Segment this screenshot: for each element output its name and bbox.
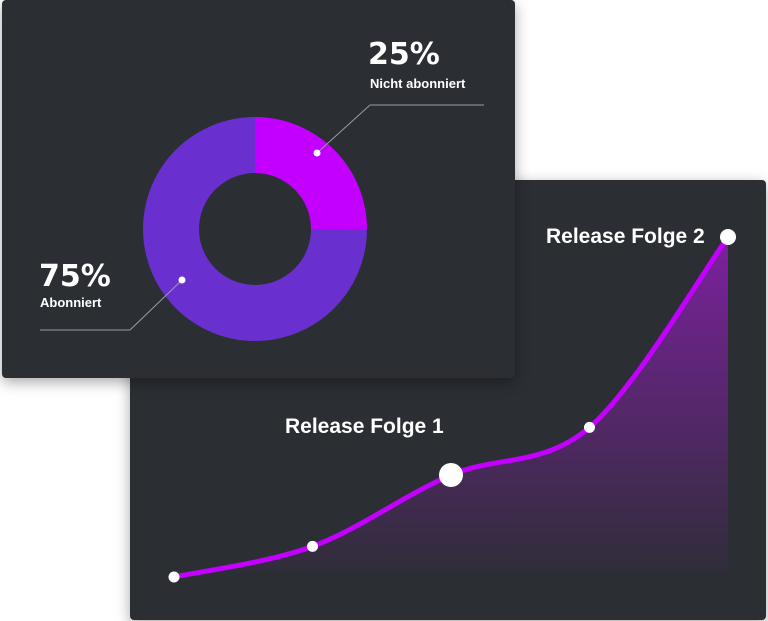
subscription-donut-card: 25% Nicht abonniert 75% Abonniert bbox=[2, 0, 515, 378]
slice-not-subscribed bbox=[255, 117, 367, 229]
leader-line-subscribed bbox=[129, 279, 183, 331]
not-subscribed-percent: 25% bbox=[368, 37, 440, 72]
subscribed-percent: 75% bbox=[39, 259, 111, 294]
release-point-0 bbox=[168, 571, 180, 583]
release-1-label: Release Folge 1 bbox=[285, 415, 444, 438]
slice-subscribed bbox=[143, 117, 367, 341]
leader-line-not-subscribed bbox=[316, 104, 371, 154]
leader-dot-subscribed bbox=[178, 276, 186, 284]
release-point-3 bbox=[584, 421, 595, 433]
release-point-4 bbox=[720, 229, 736, 245]
subscription-donut-chart: 25% Nicht abonniert 75% Abonniert bbox=[39, 37, 484, 341]
release-point-2 bbox=[439, 463, 463, 487]
not-subscribed-label: Nicht abonniert bbox=[370, 76, 466, 91]
release-2-label: Release Folge 2 bbox=[546, 225, 705, 248]
release-line-chart: Release Folge 1 Release Folge 2 bbox=[168, 225, 736, 583]
release-point-1 bbox=[307, 540, 318, 552]
subscribed-label: Abonniert bbox=[40, 295, 102, 310]
leader-dot-not-subscribed bbox=[313, 149, 321, 157]
release-area-fill bbox=[174, 237, 728, 577]
